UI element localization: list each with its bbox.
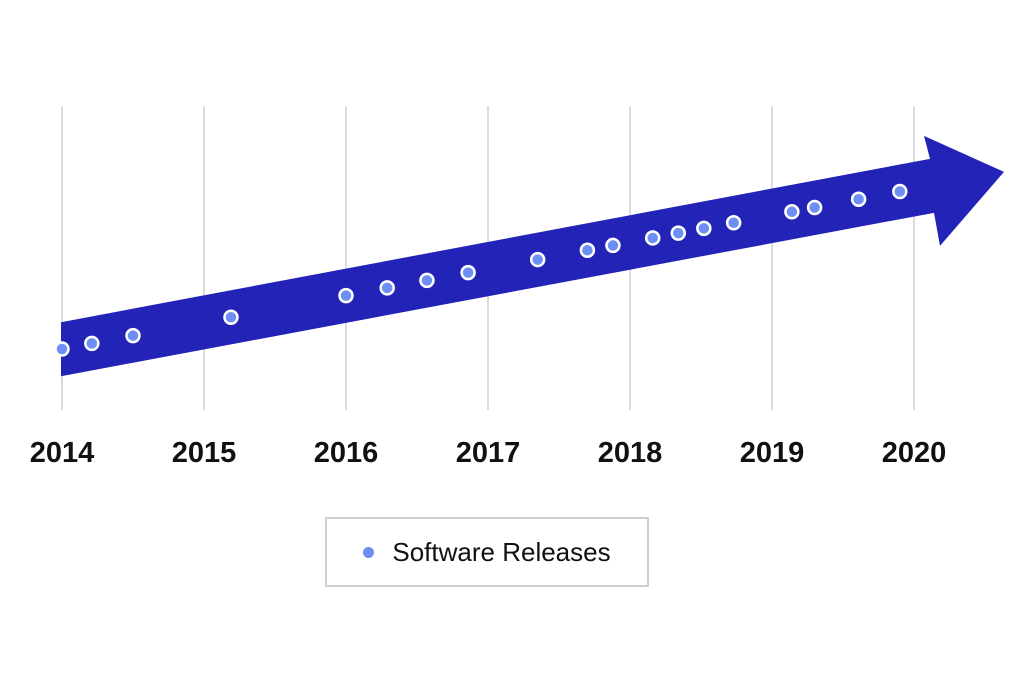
release-points xyxy=(54,183,908,357)
x-tick-label-2016: 2016 xyxy=(314,437,379,469)
release-point-14 xyxy=(696,220,712,237)
release-point-2 xyxy=(84,335,100,352)
release-point-6 xyxy=(379,280,395,296)
release-point-5 xyxy=(338,287,354,304)
x-tick-label-2019: 2019 xyxy=(740,437,805,469)
release-point-10 xyxy=(579,242,596,258)
release-point-13 xyxy=(670,225,687,241)
legend-label: Software Releases xyxy=(392,536,611,567)
x-tick-label-2015: 2015 xyxy=(172,437,237,469)
x-tick-label-2017: 2017 xyxy=(456,437,521,469)
release-point-12 xyxy=(644,230,661,246)
release-point-18 xyxy=(850,191,867,207)
x-tick-label-2014: 2014 xyxy=(30,437,95,469)
release-point-1 xyxy=(54,341,70,357)
x-tick-label-2018: 2018 xyxy=(598,437,663,469)
legend: Software Releases xyxy=(325,517,649,587)
release-point-19 xyxy=(892,183,908,200)
x-tick-label-2020: 2020 xyxy=(882,437,947,469)
release-point-4 xyxy=(223,309,239,325)
release-point-15 xyxy=(725,214,742,231)
release-point-9 xyxy=(529,251,546,268)
release-point-3 xyxy=(125,327,141,344)
release-point-11 xyxy=(605,237,621,254)
release-point-8 xyxy=(460,264,476,281)
release-point-7 xyxy=(419,272,435,289)
release-point-17 xyxy=(806,199,823,216)
release-point-16 xyxy=(784,204,800,220)
legend-marker-icon xyxy=(363,546,375,558)
x-axis-ticks: 2014 2015 2016 2017 2018 2019 2020 xyxy=(30,437,947,469)
